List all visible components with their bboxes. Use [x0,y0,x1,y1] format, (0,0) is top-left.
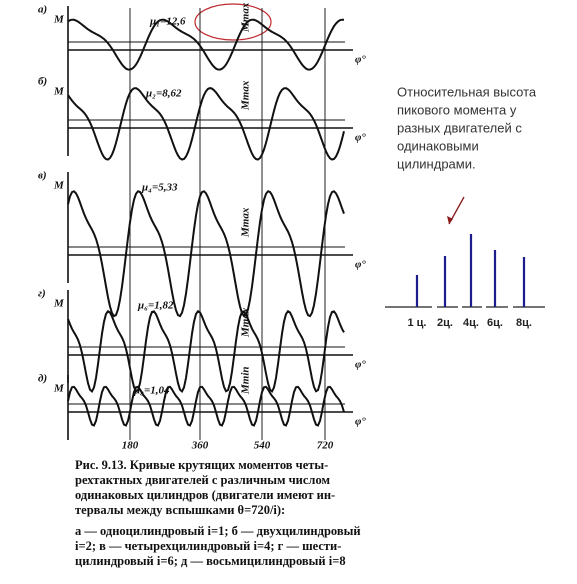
x-tick-label: 360 [191,440,209,452]
panel-label: в) [38,170,47,182]
mu-label: μ₆=1,82 [137,300,174,312]
mu-label: μ₂=8,62 [145,88,182,100]
moment-label: Mmax [240,2,252,33]
phi-label: φ° [355,54,366,66]
moment-label: Mmin [240,366,252,395]
caption-line: рехтактных двигателей с различным числом [75,473,330,487]
torque-curve [67,309,345,393]
panel-label: д) [38,373,47,385]
panel-label: б) [38,76,47,88]
axis-label: M [53,298,65,310]
caption-line: Рис. 9.13. Кривые крутящих моментов четы… [75,458,328,472]
phi-label: φ° [355,259,366,271]
mu-label: μ₄=5,33 [141,182,178,194]
caption-line: одинаковых цилиндров (двигатели имеют ин… [75,488,335,502]
axis-label: M [53,180,65,192]
arrow-head [447,216,453,224]
annotation-line: пикового момента у [397,102,517,117]
panel-label: г) [38,288,46,300]
panel-label: а) [38,4,47,16]
axis-label: M [53,14,65,26]
torque-curve [67,18,345,71]
phi-label: φ° [355,416,366,428]
phi-label: φ° [355,132,366,144]
moment-label: Mmax [240,207,252,238]
category-label: 1 ц. [408,317,427,329]
caption-line: цилиндровый i=6; д — восьмицилиндровый i… [75,554,346,568]
caption-line: тервалы между вспышками θ=720/i): [75,503,285,517]
torque-curve [67,190,345,318]
annotation-line: цилиндрами. [397,156,476,171]
mu-label: μ₈=1,04 [133,385,170,397]
moment-label: Mmax [240,307,252,338]
x-tick-label: 180 [122,440,139,452]
annotation-line: одинаковыми [397,138,479,153]
caption-line: i=2; в — четырехцилиндровый i=4; г — шес… [75,539,341,553]
torque-curve [67,385,345,427]
phi-label: φ° [355,359,366,371]
x-tick-label: 720 [317,440,334,452]
category-label: 8ц. [516,317,532,329]
moment-label: Mmax [240,80,252,111]
annotation-line: разных двигателей с [397,120,522,135]
category-label: 6ц. [487,317,503,329]
category-label: 4ц. [463,317,479,329]
caption-line: а — одноцилиндровый i=1; б — двухцилиндр… [75,524,361,538]
axis-label: M [53,86,65,98]
category-label: 2ц. [437,317,453,329]
mu-label: μ₁=12,6 [149,16,186,28]
axis-label: M [53,383,65,395]
torque-curve [67,87,345,161]
x-tick-label: 540 [254,440,271,452]
annotation-line: Относительная высота [397,84,537,99]
highlight-ellipse [194,3,272,41]
